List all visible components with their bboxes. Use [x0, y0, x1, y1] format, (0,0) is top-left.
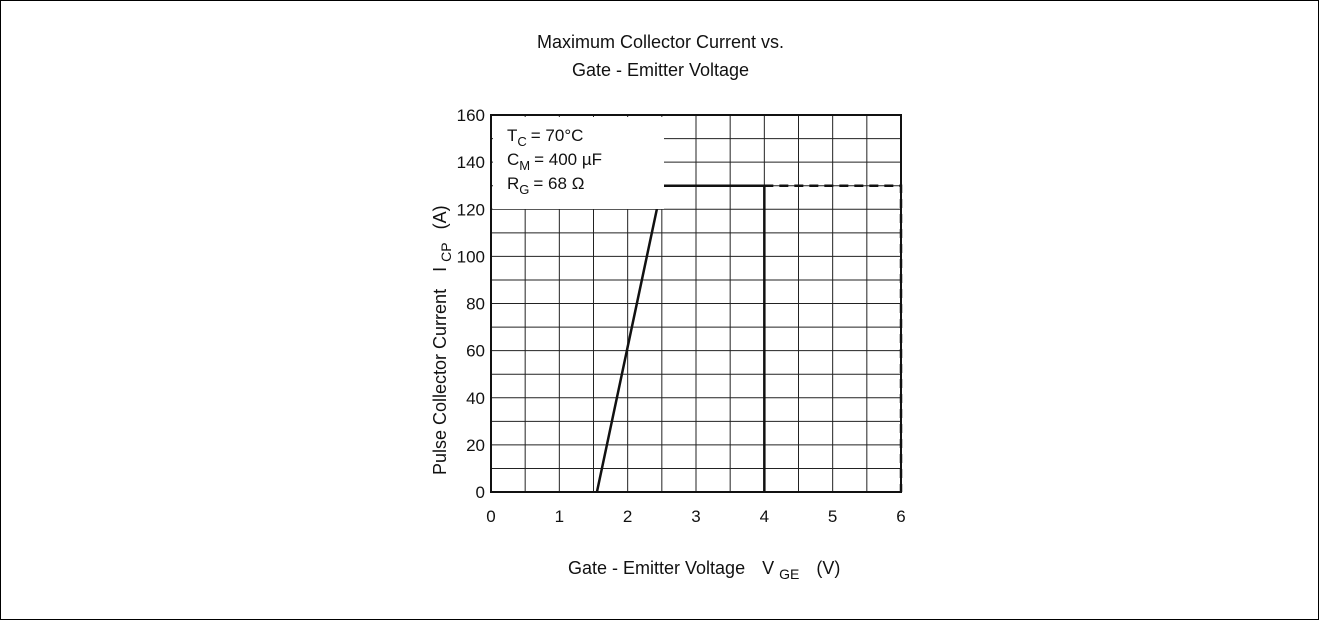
- y-axis-label-text: Pulse Collector Current: [430, 289, 450, 475]
- condition-symbol: T: [507, 126, 517, 145]
- y-tick-label: 120: [457, 200, 485, 219]
- y-tick-label: 160: [457, 106, 485, 125]
- y-tick-label: 80: [466, 295, 485, 314]
- condition-value: = 68 Ω: [533, 174, 584, 193]
- chart-title-line-2: Gate - Emitter Voltage: [571, 60, 750, 80]
- x-tick-label: 5: [828, 507, 837, 526]
- x-tick-label: 3: [691, 507, 700, 526]
- x-axis-unit: (V): [816, 558, 840, 578]
- conditions-background: [493, 117, 664, 209]
- x-axis-label: Gate - Emitter Voltage V GE (V): [568, 558, 840, 583]
- y-tick-label: 20: [466, 436, 485, 455]
- x-tick-label: 0: [486, 507, 495, 526]
- y-axis-unit: (A): [430, 205, 450, 229]
- y-axis-symbol-sub: CP: [438, 242, 454, 261]
- x-axis-symbol: V: [762, 558, 774, 578]
- y-tick-label: 60: [466, 342, 485, 361]
- condition-subscript: C: [517, 134, 526, 149]
- x-tick-label: 2: [623, 507, 632, 526]
- y-tick-label: 0: [476, 483, 485, 502]
- condition-subscript: M: [519, 158, 530, 173]
- condition-value: = 400 µF: [534, 150, 602, 169]
- y-axis-label: Pulse Collector Current I CP (A): [430, 205, 455, 475]
- chart-title-line-1: Maximum Collector Current vs.: [536, 32, 785, 52]
- condition-value: = 70°C: [531, 126, 584, 145]
- x-tick-label: 1: [555, 507, 564, 526]
- condition-subscript: G: [519, 182, 529, 197]
- condition-symbol: R: [507, 174, 519, 193]
- conditions-box: TC = 70°C CM = 400 µF RG = 68 Ω: [507, 126, 602, 197]
- series-layer: [595, 184, 903, 493]
- plot-border: [490, 114, 902, 493]
- y-tick-label: 40: [466, 389, 485, 408]
- condition-symbol: C: [507, 150, 519, 169]
- y-tick-label: 140: [457, 153, 485, 172]
- x-axis-symbol-sub: GE: [779, 566, 799, 582]
- condition-text: CM = 400 µF: [507, 150, 602, 173]
- y-axis-symbol: I: [430, 267, 450, 272]
- series-solid-line: [595, 184, 766, 493]
- x-axis-label-text: Gate - Emitter Voltage: [568, 558, 745, 578]
- x-tick-label: 6: [896, 507, 905, 526]
- condition-text: TC = 70°C: [507, 126, 583, 149]
- y-tick-label: 100: [457, 247, 485, 266]
- x-tick-label: 4: [760, 507, 769, 526]
- condition-text: RG = 68 Ω: [507, 174, 584, 197]
